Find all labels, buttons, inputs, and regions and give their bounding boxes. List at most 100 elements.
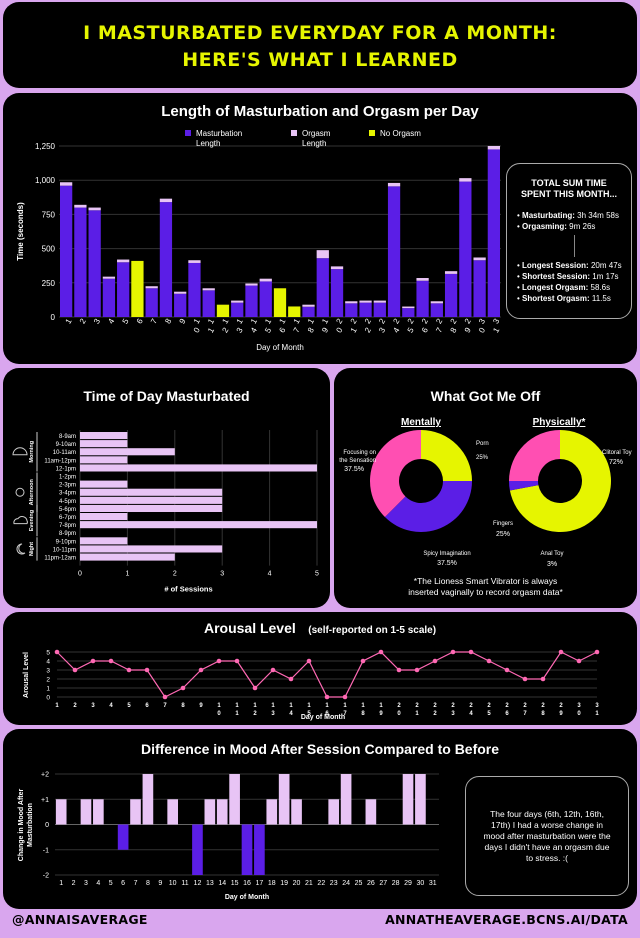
time-bar — [80, 553, 175, 561]
y-axis-label: Change in Mood After — [18, 789, 25, 862]
x-tick-label: 30 — [417, 880, 425, 887]
arousal-point — [432, 658, 438, 664]
arousal-point — [252, 685, 258, 691]
donut-slice-clitoral-toy — [509, 430, 611, 532]
arousal-point — [288, 676, 294, 682]
x-tick-label: 1 — [125, 571, 129, 578]
x-tick-label: 0 — [334, 326, 344, 335]
x-tick-label: 1 — [379, 703, 383, 709]
bar-orgasm — [231, 300, 244, 303]
summary-longest-orgasm: • Longest Orgasm: 58.6s — [517, 283, 611, 292]
legend-label: Length — [302, 139, 326, 148]
x-tick-label: 17 — [255, 880, 263, 887]
x-tick-label: 2 — [253, 711, 257, 717]
arousal-point — [54, 649, 60, 655]
donut-value: 3% — [547, 561, 557, 568]
x-tick-label: 8 — [181, 703, 185, 709]
x-tick-label: 9 — [463, 326, 473, 335]
arousal-point — [594, 649, 600, 655]
x-tick-label: 1 — [491, 326, 501, 335]
footnote: *The Lioness Smart Vibrator is always in… — [408, 576, 563, 597]
x-tick-label: 1 — [320, 317, 330, 326]
y-tick-label: +1 — [41, 797, 49, 804]
x-axis-label: Day of Month — [301, 714, 345, 721]
mood-bar-positive — [291, 799, 302, 825]
mood-bar-positive — [415, 774, 426, 825]
arousal-point — [414, 667, 420, 673]
arousal-point — [270, 667, 276, 673]
mood-chart: +2+10-1-21 2 3 4 5 6 7 8 9 10 11 12 13 14 15 16 17 18 19 20… — [18, 772, 439, 901]
mood-bar-positive — [55, 799, 67, 825]
bar-masturbation — [302, 306, 315, 317]
y-tick-label: 11pm-12am — [44, 556, 76, 562]
x-tick-label: 1 — [206, 317, 216, 326]
x-tick-label: 3 — [377, 326, 387, 335]
bar-orgasm — [402, 306, 415, 309]
x-tick-label: 5 — [315, 571, 319, 578]
x-tick-label: 9 — [320, 326, 330, 335]
x-tick-label: 2 — [487, 703, 491, 709]
x-tick-label: 6 — [505, 711, 509, 717]
y-axis-label: Arousal Level — [23, 652, 30, 698]
time-bar — [80, 440, 128, 448]
x-axis-label: # of Sessions — [164, 585, 212, 594]
group-label-evening: Evening — [29, 510, 35, 531]
y-tick-label: +2 — [41, 772, 49, 779]
mood-bar-positive — [204, 799, 216, 825]
bar-masturbation — [387, 186, 401, 317]
x-tick-label: 1 — [292, 317, 302, 326]
donut-label: Anal Toy — [541, 551, 564, 557]
arousal-panel: Arousal Level (self-reported on 1-5 scal… — [3, 612, 637, 725]
bar-orgasm — [159, 198, 173, 203]
bar-masturbation — [459, 181, 472, 317]
bar-no-orgasm — [273, 288, 287, 317]
donut-label: Fingers — [493, 521, 513, 527]
y-tick-label: 0 — [51, 313, 56, 322]
bar-masturbation — [259, 281, 272, 317]
mood-bar-positive — [278, 774, 290, 825]
x-tick-label: 2 — [363, 317, 373, 326]
footer-url: ANNATHEAVERAGE.BCNS.AI/DATA — [385, 912, 628, 927]
bar-orgasm — [188, 260, 201, 263]
arousal-title: Arousal Level — [203, 620, 296, 636]
x-tick-label: 3 — [595, 703, 599, 709]
x-tick-label: 5 — [406, 326, 416, 335]
arousal-point — [324, 694, 330, 700]
x-tick-label: 9 — [379, 711, 383, 717]
arousal-point — [378, 649, 384, 655]
x-tick-label: 2 — [363, 326, 373, 335]
x-tick-label: 1 — [325, 703, 329, 709]
time-bar — [80, 464, 317, 472]
x-tick-label: 2 — [469, 703, 473, 709]
y-tick-label: 10-11am — [53, 450, 76, 456]
legend-swatch — [185, 130, 191, 136]
x-tick-label: 4 — [391, 326, 401, 335]
x-tick-label: 13 — [206, 880, 214, 887]
x-tick-label: 4 — [469, 711, 473, 717]
time-bar — [80, 432, 128, 440]
main-title-line2: HERE'S WHAT I LEARNED — [182, 49, 458, 71]
x-tick-label: 4 — [109, 703, 113, 709]
x-tick-label: 2 — [523, 703, 527, 709]
donut-charts: Porn 25% Focusing on the Sensation 37.5% Spic… — [339, 430, 632, 568]
x-tick-label: 1 — [59, 880, 63, 887]
legend-label: Orgasm — [302, 129, 331, 138]
time-bar — [80, 545, 223, 553]
donut-value: 37.5% — [344, 466, 364, 473]
arousal-point — [504, 667, 510, 673]
y-tick-label: 8-9pm — [59, 531, 76, 537]
x-tick-label: 2 — [415, 703, 419, 709]
y-tick-label: 2-3pm — [59, 483, 76, 489]
bar-orgasm — [59, 182, 73, 186]
x-tick-label: 1 — [263, 317, 273, 326]
mood-bar-positive — [328, 799, 340, 825]
x-tick-label: 1 — [192, 317, 202, 326]
x-tick-label: 2 — [463, 317, 473, 326]
arousal-subtitle: (self-reported on 1-5 scale) — [308, 625, 437, 636]
mood-bar-positive — [229, 774, 240, 825]
y-tick-label: 10-11pm — [53, 547, 76, 553]
bar-orgasm — [430, 301, 443, 304]
bar-masturbation — [159, 202, 173, 317]
x-tick-label: 1 — [343, 703, 347, 709]
